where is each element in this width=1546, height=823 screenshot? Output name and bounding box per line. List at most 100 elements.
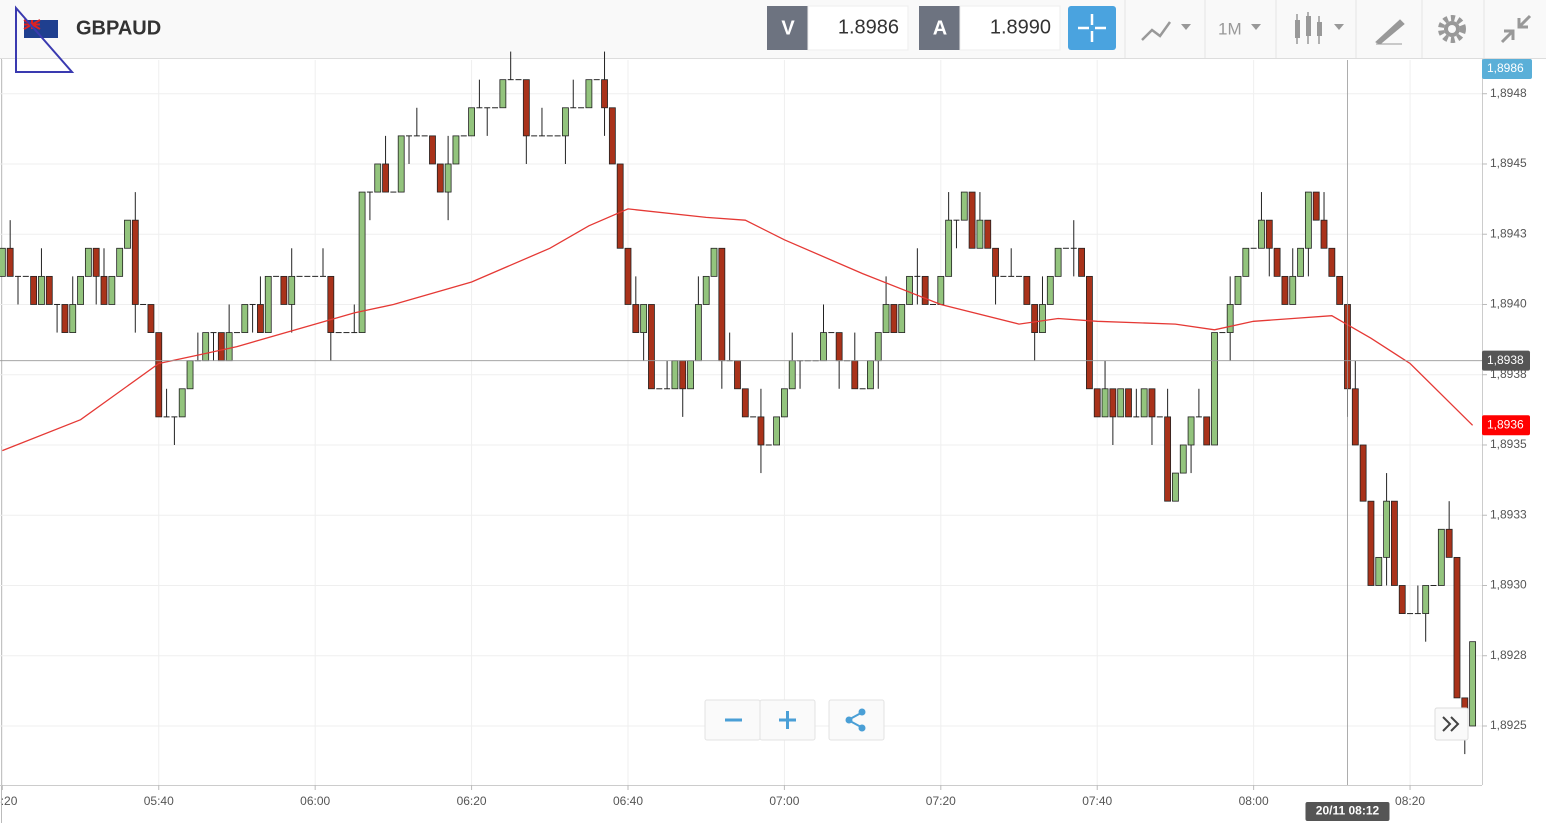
candle-body [6, 247, 14, 277]
candle-body [77, 275, 84, 305]
candle-body [1226, 304, 1234, 333]
candle-body [1140, 388, 1148, 418]
candle-body [257, 304, 264, 333]
candle-body [702, 275, 710, 305]
marks [0, 51, 1477, 755]
candle-body [984, 219, 992, 249]
candle-body [741, 388, 749, 418]
bid-label: V [781, 17, 795, 39]
y-tick-label: 1,8945 [1490, 156, 1527, 170]
bid-box[interactable] [767, 5, 909, 51]
candle-body [100, 275, 108, 305]
candle-body [562, 107, 569, 137]
candle-body [1304, 191, 1312, 249]
candle-body [1297, 247, 1304, 277]
zoom-in-button[interactable] [759, 699, 816, 741]
candle-body [1320, 219, 1328, 249]
candle-body [452, 135, 460, 165]
y-tick-label: 1,8935 [1490, 437, 1527, 451]
candle-body [436, 163, 444, 193]
candle-body [1391, 500, 1398, 586]
candle-body [280, 275, 288, 305]
moving-average [2, 208, 1474, 452]
crosshair-x-label: 20/11 08:12 [1316, 804, 1380, 818]
bid-price: 1.8986 [838, 16, 899, 38]
candle-body [679, 360, 687, 390]
candle-body [608, 107, 616, 165]
x-tick-label: 08:00 [1239, 794, 1269, 808]
x-tick-label: 05:20 [0, 794, 18, 808]
candle-body [84, 247, 92, 277]
candle-body [186, 360, 194, 390]
y-tick-label: 1,8928 [1490, 648, 1527, 662]
y-tick-label: 1,8930 [1490, 578, 1527, 592]
candle-body [687, 360, 694, 390]
candle-body [867, 360, 874, 390]
candle-body [820, 332, 827, 362]
scroll-right-button[interactable] [1434, 707, 1469, 741]
chart-type-button[interactable] [1141, 21, 1191, 41]
candle-body [718, 247, 726, 362]
candle-body [1023, 275, 1031, 305]
candle-body [1359, 444, 1367, 502]
candle-body [624, 247, 632, 305]
candle-body [382, 163, 389, 193]
candle-body [178, 388, 186, 418]
candle-body [69, 304, 77, 333]
candle-body [374, 163, 382, 193]
candle-body [225, 332, 233, 362]
y-tick-label: 1,8948 [1490, 86, 1527, 100]
candle-body [397, 135, 405, 193]
candle-body [1289, 275, 1297, 305]
x-tick-label: 06:00 [300, 794, 330, 808]
candle-body [601, 79, 608, 109]
x-tick-label: 07:40 [1082, 794, 1112, 808]
settings-button[interactable] [1438, 15, 1466, 43]
candle-body [1117, 388, 1125, 418]
candle-body [1437, 528, 1445, 586]
y-tick-label: 1,8933 [1490, 507, 1527, 521]
candle-body [890, 304, 898, 333]
candle-body [217, 332, 225, 362]
candle-body [1328, 247, 1336, 277]
candle-body [1125, 388, 1132, 418]
crosshair-button[interactable] [1068, 6, 1116, 50]
candle-body [327, 275, 335, 333]
candle-body [1187, 416, 1195, 446]
candle-body [1367, 500, 1375, 586]
x-tick-label: 06:40 [613, 794, 643, 808]
timeframe: 1M [1218, 19, 1242, 38]
candle-body [937, 275, 945, 305]
candle-body [1234, 275, 1242, 305]
candle-body [882, 304, 890, 333]
candle-style-button[interactable] [1295, 12, 1344, 44]
candle-body [1383, 500, 1390, 558]
draw-tool-button[interactable] [1375, 19, 1405, 45]
candle-body [155, 332, 163, 418]
candle-body [1398, 585, 1406, 614]
candle-body [45, 275, 53, 305]
ma-tag [1482, 415, 1530, 436]
candle-body [1351, 388, 1359, 446]
candle-body [1046, 275, 1054, 305]
candle-body [468, 107, 475, 137]
ask-box[interactable] [919, 5, 1061, 51]
candle-body [1203, 416, 1211, 446]
candle-body [1078, 247, 1085, 277]
zoom-out-button[interactable] [704, 699, 761, 741]
candle-body [147, 304, 155, 333]
share-button[interactable] [828, 699, 885, 741]
candle-body [1164, 416, 1172, 502]
candle-body [241, 304, 249, 333]
candle-body [116, 247, 124, 277]
price-tag [1482, 59, 1532, 79]
collapse-button[interactable] [1500, 14, 1532, 44]
timeframe-button[interactable] [1251, 24, 1261, 30]
candle-body [788, 360, 796, 390]
candle-body [1258, 219, 1265, 249]
candle-body [38, 275, 45, 305]
candle-body [131, 219, 139, 305]
candle-body [61, 304, 69, 333]
candle-body [358, 191, 366, 333]
